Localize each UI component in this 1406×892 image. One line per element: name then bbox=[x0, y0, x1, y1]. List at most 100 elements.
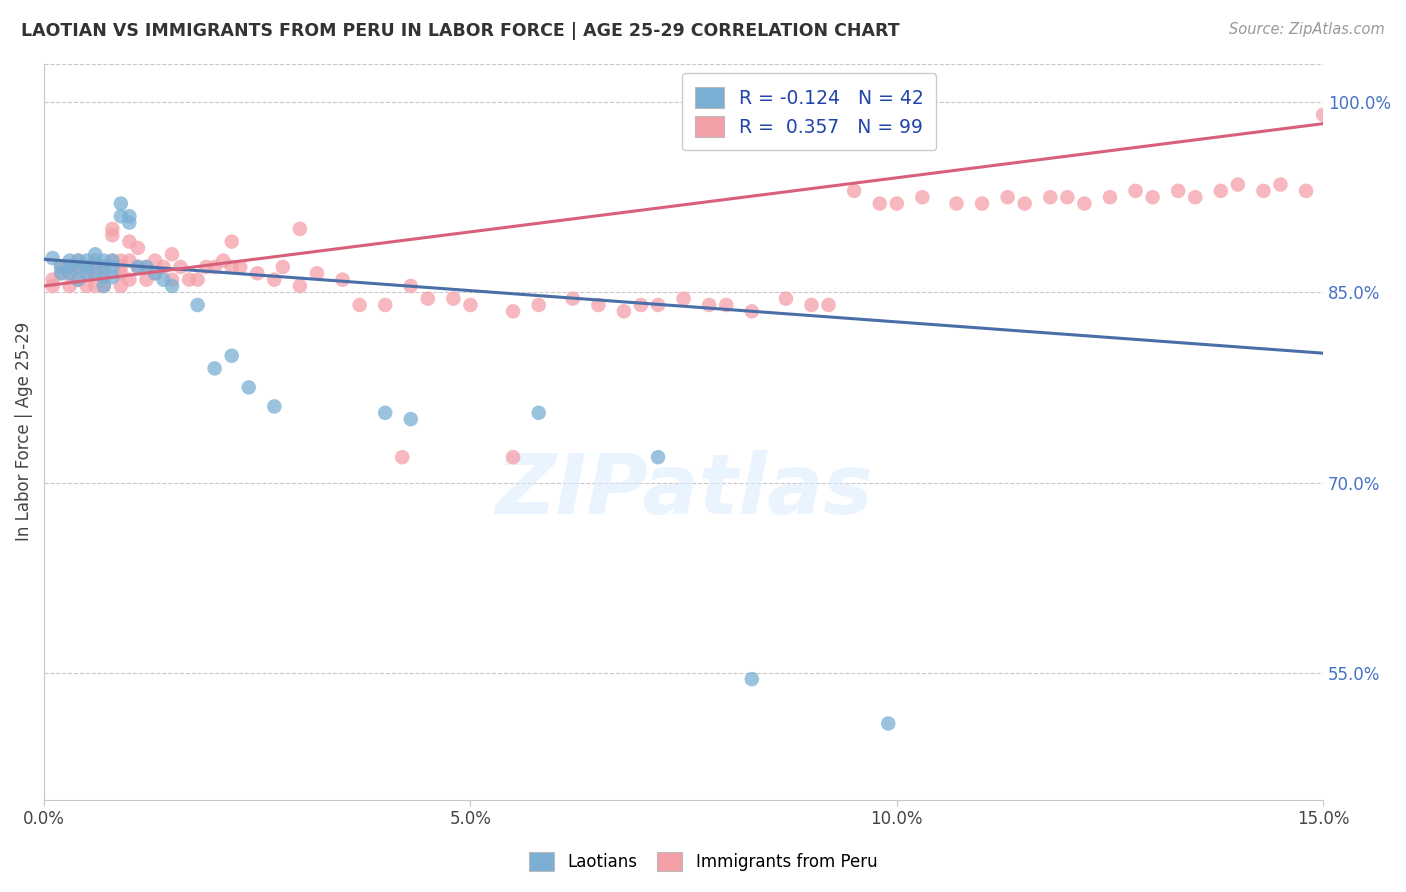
Point bbox=[332, 272, 354, 286]
Point bbox=[817, 298, 839, 312]
Point bbox=[110, 279, 132, 293]
Point bbox=[263, 272, 285, 286]
Point bbox=[187, 298, 209, 312]
Point bbox=[84, 260, 107, 274]
Point bbox=[110, 260, 132, 274]
Point bbox=[93, 266, 115, 280]
Point bbox=[51, 266, 73, 280]
Point bbox=[238, 380, 260, 394]
Point bbox=[391, 450, 413, 465]
Point bbox=[59, 266, 82, 280]
Point bbox=[84, 253, 107, 268]
Y-axis label: In Labor Force | Age 25-29: In Labor Force | Age 25-29 bbox=[15, 322, 32, 541]
Point bbox=[118, 209, 141, 223]
Point bbox=[110, 266, 132, 280]
Point bbox=[110, 209, 132, 223]
Point bbox=[93, 270, 115, 285]
Point bbox=[101, 253, 124, 268]
Point bbox=[152, 272, 174, 286]
Point bbox=[118, 216, 141, 230]
Point bbox=[399, 279, 422, 293]
Point bbox=[869, 196, 891, 211]
Point bbox=[160, 272, 183, 286]
Point bbox=[160, 247, 183, 261]
Point bbox=[886, 196, 908, 211]
Point bbox=[1056, 190, 1078, 204]
Point bbox=[246, 266, 269, 280]
Text: Source: ZipAtlas.com: Source: ZipAtlas.com bbox=[1229, 22, 1385, 37]
Point bbox=[800, 298, 823, 312]
Point bbox=[561, 292, 583, 306]
Point bbox=[143, 253, 166, 268]
Point bbox=[399, 412, 422, 426]
Point bbox=[101, 253, 124, 268]
Point bbox=[67, 260, 90, 274]
Point bbox=[67, 272, 90, 286]
Point bbox=[101, 270, 124, 285]
Point bbox=[101, 228, 124, 243]
Point bbox=[441, 292, 464, 306]
Point bbox=[741, 672, 763, 686]
Text: ZIPatlas: ZIPatlas bbox=[495, 450, 873, 531]
Point bbox=[59, 266, 82, 280]
Point bbox=[101, 260, 124, 274]
Point bbox=[911, 190, 934, 204]
Point bbox=[51, 260, 73, 274]
Text: LAOTIAN VS IMMIGRANTS FROM PERU IN LABOR FORCE | AGE 25-29 CORRELATION CHART: LAOTIAN VS IMMIGRANTS FROM PERU IN LABOR… bbox=[21, 22, 900, 40]
Point bbox=[263, 400, 285, 414]
Point bbox=[93, 279, 115, 293]
Point bbox=[613, 304, 636, 318]
Point bbox=[93, 260, 115, 274]
Point bbox=[143, 266, 166, 280]
Point bbox=[212, 253, 235, 268]
Point bbox=[970, 196, 993, 211]
Point bbox=[877, 716, 900, 731]
Point bbox=[127, 241, 149, 255]
Point bbox=[67, 260, 90, 274]
Point bbox=[1142, 190, 1164, 204]
Point bbox=[76, 266, 98, 280]
Point bbox=[374, 298, 396, 312]
Point bbox=[110, 253, 132, 268]
Point bbox=[101, 222, 124, 236]
Point bbox=[93, 260, 115, 274]
Point bbox=[630, 298, 652, 312]
Point bbox=[502, 304, 524, 318]
Point bbox=[152, 260, 174, 274]
Point bbox=[51, 260, 73, 274]
Point bbox=[1125, 184, 1147, 198]
Point bbox=[127, 260, 149, 274]
Point bbox=[67, 253, 90, 268]
Point bbox=[997, 190, 1019, 204]
Point bbox=[844, 184, 866, 198]
Point bbox=[1014, 196, 1036, 211]
Point bbox=[41, 251, 63, 265]
Point bbox=[67, 272, 90, 286]
Point bbox=[93, 253, 115, 268]
Point bbox=[84, 279, 107, 293]
Point bbox=[41, 279, 63, 293]
Point bbox=[76, 279, 98, 293]
Point bbox=[502, 450, 524, 465]
Point bbox=[460, 298, 482, 312]
Point bbox=[1270, 178, 1292, 192]
Point bbox=[1295, 184, 1317, 198]
Point bbox=[349, 298, 371, 312]
Point bbox=[716, 298, 738, 312]
Point bbox=[187, 272, 209, 286]
Point bbox=[527, 406, 550, 420]
Point bbox=[160, 279, 183, 293]
Point bbox=[647, 450, 669, 465]
Point bbox=[59, 279, 82, 293]
Point bbox=[118, 235, 141, 249]
Point bbox=[110, 196, 132, 211]
Point bbox=[221, 260, 243, 274]
Point bbox=[59, 260, 82, 274]
Point bbox=[1253, 184, 1275, 198]
Point bbox=[288, 222, 311, 236]
Point bbox=[221, 235, 243, 249]
Point bbox=[221, 349, 243, 363]
Point bbox=[527, 298, 550, 312]
Point bbox=[84, 266, 107, 280]
Point bbox=[93, 279, 115, 293]
